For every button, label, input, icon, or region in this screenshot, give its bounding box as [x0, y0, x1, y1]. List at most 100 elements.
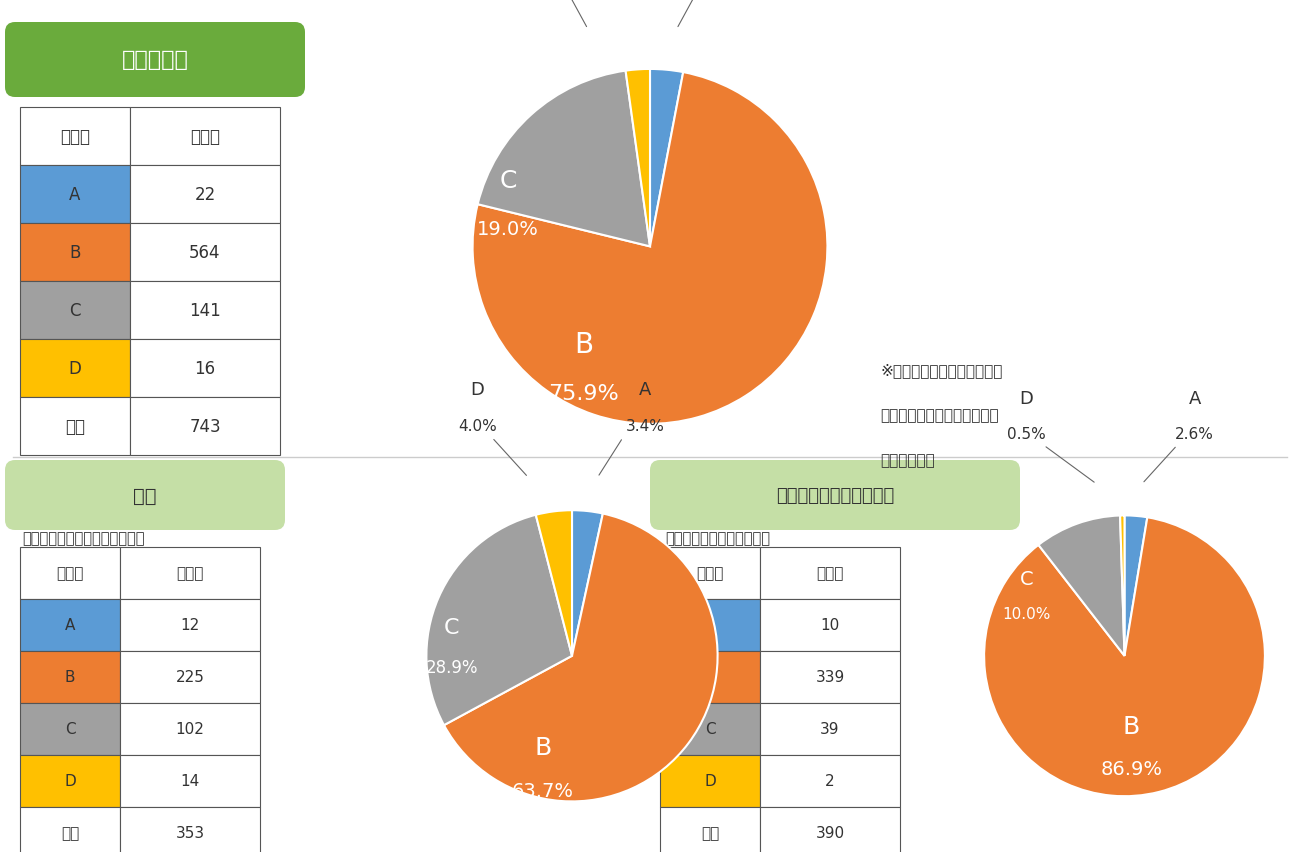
Wedge shape — [1039, 515, 1124, 656]
Bar — [20, 547, 120, 599]
Bar — [660, 703, 760, 755]
Text: 353: 353 — [176, 826, 204, 841]
Text: 63.7%: 63.7% — [512, 781, 573, 800]
Text: A: A — [1188, 389, 1201, 407]
FancyBboxPatch shape — [5, 23, 305, 98]
Bar — [130, 224, 280, 282]
Text: 3.4%: 3.4% — [625, 418, 664, 434]
Wedge shape — [536, 510, 572, 656]
Text: 390: 390 — [815, 826, 845, 841]
Text: B: B — [573, 331, 593, 359]
Text: 743: 743 — [190, 417, 221, 435]
Bar — [660, 755, 760, 807]
Wedge shape — [572, 510, 603, 656]
Text: 12: 12 — [181, 618, 200, 633]
Text: 2: 2 — [826, 774, 835, 789]
Text: 19.0%: 19.0% — [477, 220, 540, 239]
Text: 22: 22 — [195, 186, 216, 204]
Text: 遷具: 遷具 — [133, 486, 157, 505]
Text: ブランコ、鉄棒、すべり台など: ブランコ、鉄棒、すべり台など — [22, 531, 144, 545]
Bar — [120, 651, 260, 703]
FancyBboxPatch shape — [650, 460, 1020, 531]
Bar — [20, 755, 120, 807]
Wedge shape — [625, 70, 650, 247]
Text: B: B — [534, 735, 551, 759]
Bar — [20, 651, 120, 703]
Wedge shape — [473, 73, 827, 424]
Text: C: C — [65, 722, 75, 737]
Bar — [660, 651, 760, 703]
FancyBboxPatch shape — [5, 460, 285, 531]
Text: 施設数: 施設数 — [816, 566, 844, 581]
Bar — [760, 755, 900, 807]
Bar — [120, 599, 260, 651]
Wedge shape — [426, 515, 572, 725]
Text: 141: 141 — [188, 302, 221, 320]
Text: 564: 564 — [190, 244, 221, 262]
Text: D: D — [1019, 389, 1034, 407]
Text: 225: 225 — [176, 670, 204, 685]
Wedge shape — [984, 518, 1265, 797]
Text: 一般施設、橋梁、建築物: 一般施設、橋梁、建築物 — [776, 486, 894, 504]
Bar — [660, 547, 760, 599]
Bar — [20, 340, 130, 398]
Bar — [120, 755, 260, 807]
Bar — [660, 807, 760, 852]
Bar — [130, 108, 280, 166]
Text: C: C — [69, 302, 81, 320]
Wedge shape — [1124, 515, 1148, 656]
Text: 75.9%: 75.9% — [549, 383, 619, 403]
Text: 39: 39 — [820, 722, 840, 737]
Bar — [20, 703, 120, 755]
Bar — [660, 599, 760, 651]
Text: 健全度: 健全度 — [60, 128, 90, 146]
Bar — [20, 807, 120, 852]
Text: A: A — [705, 618, 715, 633]
Bar — [20, 398, 130, 456]
Text: B: B — [705, 670, 715, 685]
Text: A: A — [65, 618, 75, 633]
Wedge shape — [477, 72, 650, 247]
Bar — [130, 340, 280, 398]
Text: としています: としています — [880, 452, 935, 468]
Text: C: C — [445, 617, 460, 637]
Bar — [760, 703, 900, 755]
Wedge shape — [445, 514, 718, 802]
Text: 健全度: 健全度 — [697, 566, 724, 581]
Text: 合計: 合計 — [61, 826, 79, 841]
Bar — [120, 703, 260, 755]
Bar — [20, 224, 130, 282]
Text: 28.9%: 28.9% — [425, 658, 478, 676]
Text: 大規模な公園のみ調査の対象: 大規模な公園のみ調査の対象 — [880, 407, 998, 423]
Text: D: D — [69, 360, 82, 377]
Text: 合計: 合計 — [701, 826, 719, 841]
Text: 16: 16 — [195, 360, 216, 377]
Text: 10.0%: 10.0% — [1002, 607, 1050, 621]
Text: 2.6%: 2.6% — [1175, 427, 1214, 441]
Bar — [760, 651, 900, 703]
Bar — [120, 547, 260, 599]
Text: A: A — [638, 380, 651, 398]
Text: B: B — [1123, 714, 1140, 738]
Text: C: C — [705, 722, 715, 737]
Bar — [120, 807, 260, 852]
Text: D: D — [705, 774, 716, 789]
Bar — [20, 282, 130, 340]
Text: A: A — [69, 186, 81, 204]
Bar — [20, 599, 120, 651]
Bar — [760, 547, 900, 599]
Bar — [130, 282, 280, 340]
Text: B: B — [69, 244, 81, 262]
Text: 4.0%: 4.0% — [458, 418, 497, 434]
Bar — [760, 807, 900, 852]
Text: 施設数: 施設数 — [190, 128, 220, 146]
Text: ※遷具以外の施設については: ※遷具以外の施設については — [880, 363, 1002, 377]
Text: B: B — [65, 670, 75, 685]
Bar — [20, 108, 130, 166]
Text: 0.5%: 0.5% — [1006, 427, 1045, 441]
Text: C: C — [499, 169, 516, 193]
Text: 全調査施設: 全調査施設 — [122, 50, 188, 71]
Text: 339: 339 — [815, 670, 845, 685]
Text: 合計: 合計 — [65, 417, 84, 435]
Bar — [20, 166, 130, 224]
